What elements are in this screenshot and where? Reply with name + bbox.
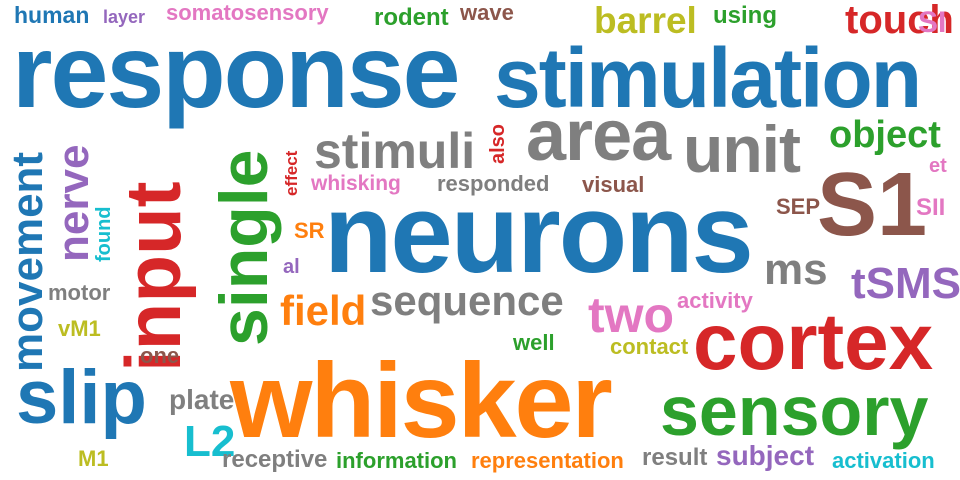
word-also: also — [487, 123, 509, 164]
word-tsms: tSMS — [851, 259, 960, 308]
word-barrel: barrel — [594, 0, 697, 41]
word-whisker: whisker — [230, 342, 613, 460]
word-unit: unit — [683, 112, 801, 186]
word-cortex: cortex — [693, 297, 934, 386]
word-object: object — [829, 114, 941, 156]
word-two: two — [588, 287, 675, 343]
word-human: human — [14, 2, 90, 28]
word-touch: touch — [845, 0, 954, 42]
word-representation: representation — [471, 448, 624, 473]
word-sequence: sequence — [370, 277, 564, 324]
word-ms: ms — [764, 245, 828, 294]
word-stimuli: stimuli — [314, 123, 476, 179]
word-result: result — [642, 444, 708, 471]
word-layer: layer — [103, 7, 146, 27]
word-field: field — [280, 287, 367, 334]
word-subject: subject — [716, 440, 815, 471]
word-si: SI — [918, 6, 947, 39]
word-motor: motor — [48, 280, 111, 305]
word-area: area — [526, 96, 671, 176]
word-receptive: receptive — [222, 446, 328, 473]
word-m1: M1 — [78, 446, 109, 471]
word-s1: S1 — [817, 155, 928, 255]
word-one: one — [140, 343, 180, 368]
word-plate: plate — [169, 384, 235, 415]
word-contact: contact — [610, 334, 689, 359]
word-slip: slip — [16, 355, 147, 440]
word-visual: visual — [582, 172, 645, 197]
word-stimulation: stimulation — [494, 31, 922, 125]
word-sr: SR — [294, 218, 325, 243]
word-wave: wave — [460, 0, 514, 25]
word-whisking: whisking — [311, 172, 401, 195]
word-sensory: sensory — [660, 372, 929, 450]
word-information: information — [336, 448, 457, 473]
word-responded: responded — [437, 171, 550, 196]
word-somatosensory: somatosensory — [166, 0, 329, 25]
word-single: single — [206, 149, 282, 347]
word-l2: L2 — [184, 417, 236, 466]
word-using: using — [713, 2, 777, 29]
word-effect: effect — [282, 150, 301, 196]
word-nerve: nerve — [49, 144, 98, 262]
word-activation: activation — [832, 448, 935, 473]
word-sii: SII — [916, 194, 946, 221]
word-well: well — [513, 330, 555, 355]
word-response: response — [12, 14, 460, 130]
word-movement: movement — [3, 151, 52, 372]
word-al: al — [283, 256, 300, 278]
word-vm1: vM1 — [58, 316, 101, 341]
word-et: et — [929, 155, 947, 177]
word-rodent: rodent — [374, 4, 449, 31]
word-activity: activity — [677, 288, 753, 313]
word-sep: SEP — [776, 194, 821, 219]
word-neurons: neurons — [324, 171, 754, 296]
